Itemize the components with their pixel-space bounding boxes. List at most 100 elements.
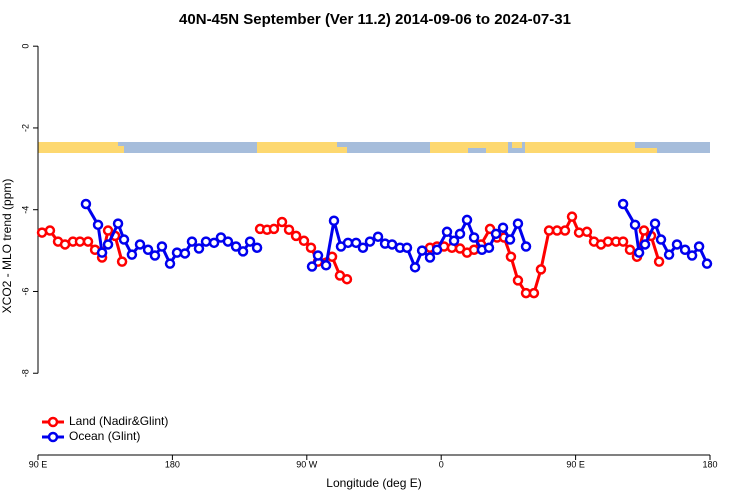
legend-label: Land (Nadir&Glint) xyxy=(69,414,168,428)
y-tick-label: 0 xyxy=(20,44,30,49)
data-point xyxy=(364,236,376,247)
data-point xyxy=(44,225,56,236)
data-point xyxy=(102,225,114,236)
data-point xyxy=(102,239,114,250)
data-point xyxy=(149,250,161,261)
data-point xyxy=(92,219,104,231)
data-point xyxy=(701,258,713,269)
data-point xyxy=(663,249,675,260)
data-point xyxy=(638,225,650,236)
data-point xyxy=(633,247,645,258)
data-point xyxy=(520,241,532,252)
data-point xyxy=(512,218,524,229)
y-tick-label: -6 xyxy=(20,287,30,295)
data-point xyxy=(134,239,146,250)
data-point xyxy=(179,248,191,259)
data-point xyxy=(448,235,460,247)
land-ocean-strip xyxy=(38,142,710,153)
data-point xyxy=(653,256,665,267)
y-tick-label: -8 xyxy=(20,369,30,377)
data-point xyxy=(298,235,310,247)
data-point xyxy=(312,250,324,261)
data-point xyxy=(416,245,428,256)
data-point xyxy=(341,273,353,285)
data-point xyxy=(617,198,629,210)
data-point xyxy=(535,264,547,275)
data-point xyxy=(602,236,614,247)
data-point xyxy=(431,244,443,256)
data-point xyxy=(505,251,517,262)
data-point xyxy=(468,232,480,243)
legend-label: Ocean (Glint) xyxy=(69,429,140,443)
data-point xyxy=(156,241,168,252)
x-tick-label: 180 xyxy=(702,459,717,469)
data-point xyxy=(193,243,205,254)
data-point xyxy=(454,228,466,240)
data-point xyxy=(504,234,516,245)
data-point xyxy=(671,239,683,250)
data-point xyxy=(164,258,176,269)
data-point xyxy=(290,230,302,242)
x-tick-label: 90 E xyxy=(566,459,585,469)
data-point xyxy=(320,260,332,271)
x-tick-label: 180 xyxy=(165,459,180,469)
data-point xyxy=(543,225,555,236)
data-point xyxy=(112,218,124,229)
y-tick-label: -2 xyxy=(20,124,30,132)
data-point xyxy=(222,236,234,247)
data-point xyxy=(409,262,421,273)
data-point xyxy=(357,242,369,253)
data-point xyxy=(581,226,593,238)
data-point xyxy=(617,236,629,247)
data-point xyxy=(244,236,256,247)
data-point xyxy=(372,231,384,242)
data-point xyxy=(342,237,354,249)
x-tick-label: 0 xyxy=(439,459,444,469)
data-point xyxy=(624,244,636,256)
data-point xyxy=(649,218,661,229)
data-point xyxy=(186,236,198,247)
legend-marker xyxy=(47,416,59,428)
data-point xyxy=(80,198,92,210)
data-point xyxy=(679,244,691,256)
data-point xyxy=(283,224,295,235)
data-point xyxy=(74,236,86,247)
data-point xyxy=(82,236,94,247)
data-point xyxy=(629,219,641,231)
data-point xyxy=(268,223,280,235)
data-point xyxy=(528,287,540,299)
data-point xyxy=(441,226,453,238)
data-point xyxy=(490,228,502,240)
data-point xyxy=(208,237,220,249)
data-point xyxy=(142,244,154,256)
data-point xyxy=(350,237,362,249)
data-point xyxy=(237,246,249,257)
data-point xyxy=(116,256,128,267)
data-point xyxy=(639,239,651,250)
x-tick-label: 90 W xyxy=(296,459,318,469)
data-point xyxy=(559,225,571,236)
data-point xyxy=(328,215,340,226)
data-point xyxy=(655,234,667,245)
data-point xyxy=(230,241,242,252)
data-point xyxy=(276,216,288,228)
series-line xyxy=(84,203,709,269)
data-point xyxy=(497,222,509,233)
data-point xyxy=(305,242,317,253)
data-point xyxy=(566,211,578,222)
x-axis-title: Longitude (deg E) xyxy=(326,476,421,490)
data-point xyxy=(461,214,473,226)
data-point xyxy=(686,250,698,261)
x-tick-label: 90 E xyxy=(29,459,48,469)
data-point xyxy=(512,275,524,286)
chart-title: 40N-45N September (Ver 11.2) 2014-09-06 … xyxy=(179,11,571,28)
y-axis-title: XCO2 - MLO trend (ppm) xyxy=(0,179,14,314)
data-point xyxy=(118,234,130,245)
y-tick-label: -4 xyxy=(20,206,30,214)
data-point xyxy=(200,236,212,247)
data-point xyxy=(96,247,108,258)
data-point xyxy=(251,242,263,253)
data-point xyxy=(401,242,413,253)
legend-marker xyxy=(47,431,59,443)
